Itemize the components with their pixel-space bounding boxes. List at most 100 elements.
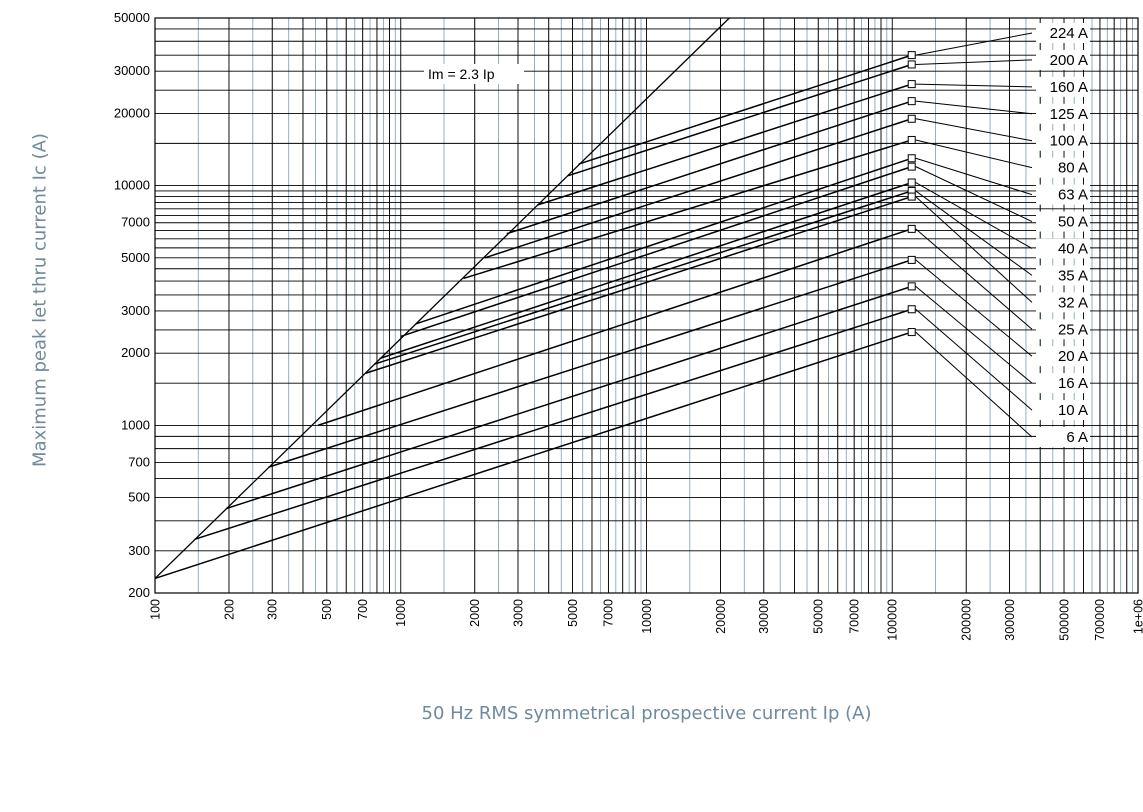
rating-label-background xyxy=(1036,319,1090,340)
x-tick-label: 200 xyxy=(222,599,236,620)
x-tick-label: 30000 xyxy=(757,599,771,634)
series-label: 16 A xyxy=(1058,375,1088,392)
y-tick-label: 700 xyxy=(128,455,150,470)
x-tick-label: 10000 xyxy=(640,599,654,634)
series-line xyxy=(374,190,912,365)
x-tick-label: 200000 xyxy=(960,599,974,641)
series-label: 100 A xyxy=(1050,133,1088,150)
series-line xyxy=(578,54,912,165)
rating-label-background xyxy=(1036,373,1090,394)
series-line xyxy=(506,100,912,235)
series-end-marker xyxy=(907,305,916,314)
series-leader-line xyxy=(915,182,1033,249)
series-line xyxy=(379,181,912,360)
reference-line-label-group: Im = 2.3 Ip xyxy=(424,64,524,84)
y-axis-ticks: 200 300 500 700 1000 2000 3000 5000 7000 10000 200… xyxy=(114,10,150,600)
series-label: 25 A xyxy=(1058,321,1088,338)
reference-line-im xyxy=(154,17,730,579)
series-line xyxy=(415,157,912,325)
series-line xyxy=(400,165,912,338)
reference-label-background xyxy=(424,64,524,84)
series-end-marker xyxy=(907,178,916,187)
rating-label-background xyxy=(1036,265,1090,286)
rating-label-background xyxy=(1036,103,1090,124)
x-tick-label: 20000 xyxy=(714,599,728,634)
series-leader-line xyxy=(915,83,1033,88)
x-tick-label: 5000 xyxy=(566,599,580,627)
series-end-marker xyxy=(907,97,916,106)
series-label: 200 A xyxy=(1050,52,1088,69)
series-line xyxy=(317,228,912,427)
rating-label-background xyxy=(1036,130,1090,151)
x-tick-label: 500000 xyxy=(1057,599,1071,641)
series-line xyxy=(463,139,912,280)
series-label: 10 A xyxy=(1058,402,1088,419)
series-end-marker xyxy=(907,328,916,337)
series-label: 160 A xyxy=(1050,79,1088,96)
series-leader-line xyxy=(915,259,1033,357)
y-axis-title: Maximum peak let thru current Ic (A) xyxy=(29,133,51,467)
reference-line-label: Im = 2.3 Ip xyxy=(428,66,495,82)
series-line xyxy=(365,195,912,374)
series-label: 6 A xyxy=(1066,429,1088,446)
rating-label-background xyxy=(1036,346,1090,367)
series-line xyxy=(537,83,912,206)
rating-label-background xyxy=(1036,76,1090,97)
series-end-marker xyxy=(907,60,916,69)
x-tick-label: 3000 xyxy=(511,599,525,627)
plot-frame xyxy=(154,17,1139,594)
minor-gridlines xyxy=(197,18,1133,593)
rating-label-background xyxy=(1036,400,1090,421)
series-label: 125 A xyxy=(1050,106,1088,123)
series-end-marker xyxy=(907,282,916,291)
series-label: 40 A xyxy=(1058,240,1088,257)
series-leader-line xyxy=(915,285,1033,384)
y-tick-label: 5000 xyxy=(121,250,150,265)
series-end-marker xyxy=(907,162,916,171)
series-label: 80 A xyxy=(1058,160,1088,177)
x-tick-label: 300 xyxy=(266,599,280,620)
y-tick-label: 200 xyxy=(128,585,150,600)
rating-label-background xyxy=(1036,211,1090,232)
x-tick-label: 1e+06 xyxy=(1131,599,1143,634)
let-through-chart: 100 200 300 500 700 1000 2000 3000 5000 7000 10000… xyxy=(114,10,1143,641)
series-leader-line xyxy=(915,196,1033,303)
x-tick-label: 700000 xyxy=(1093,599,1107,641)
series-line xyxy=(194,308,912,540)
rating-label-background xyxy=(1036,184,1090,205)
x-tick-label: 100 xyxy=(148,599,162,620)
x-tick-label: 70000 xyxy=(847,599,861,634)
y-tick-label: 1000 xyxy=(121,417,150,432)
series-end-marker xyxy=(907,224,916,233)
series-end-marker xyxy=(907,154,916,163)
x-tick-label: 50000 xyxy=(812,599,826,634)
series-end-marker xyxy=(907,255,916,264)
x-axis-title: 50 Hz RMS symmetrical prospective curren… xyxy=(421,703,872,724)
major-gridlines xyxy=(155,18,1138,593)
x-tick-label: 500 xyxy=(320,599,334,620)
y-tick-label: 50000 xyxy=(114,10,150,25)
y-tick-label: 20000 xyxy=(114,105,150,120)
series-leader-line xyxy=(915,157,1033,196)
series-line xyxy=(154,331,912,580)
y-tick-label: 10000 xyxy=(114,178,150,193)
x-tick-label: 300000 xyxy=(1003,599,1017,641)
series-line xyxy=(567,63,912,177)
series-label: 63 A xyxy=(1058,187,1088,204)
series-line xyxy=(268,259,912,468)
series-leader-line xyxy=(915,190,1033,276)
rating-label-background xyxy=(1036,292,1090,313)
y-tick-label: 7000 xyxy=(121,215,150,230)
series-leader-line xyxy=(915,32,1033,56)
series-label: 50 A xyxy=(1058,214,1088,231)
series-end-marker xyxy=(907,80,916,89)
rating-label-background xyxy=(1036,49,1090,70)
x-tick-label: 1000 xyxy=(394,599,408,627)
series-leader-line xyxy=(915,59,1033,65)
series-layer xyxy=(154,51,916,580)
series-line xyxy=(226,285,912,510)
series-label: 20 A xyxy=(1058,348,1088,365)
rating-label-background xyxy=(1036,238,1090,259)
series-leader-line xyxy=(915,100,1033,115)
series-label: 224 A xyxy=(1050,25,1088,42)
